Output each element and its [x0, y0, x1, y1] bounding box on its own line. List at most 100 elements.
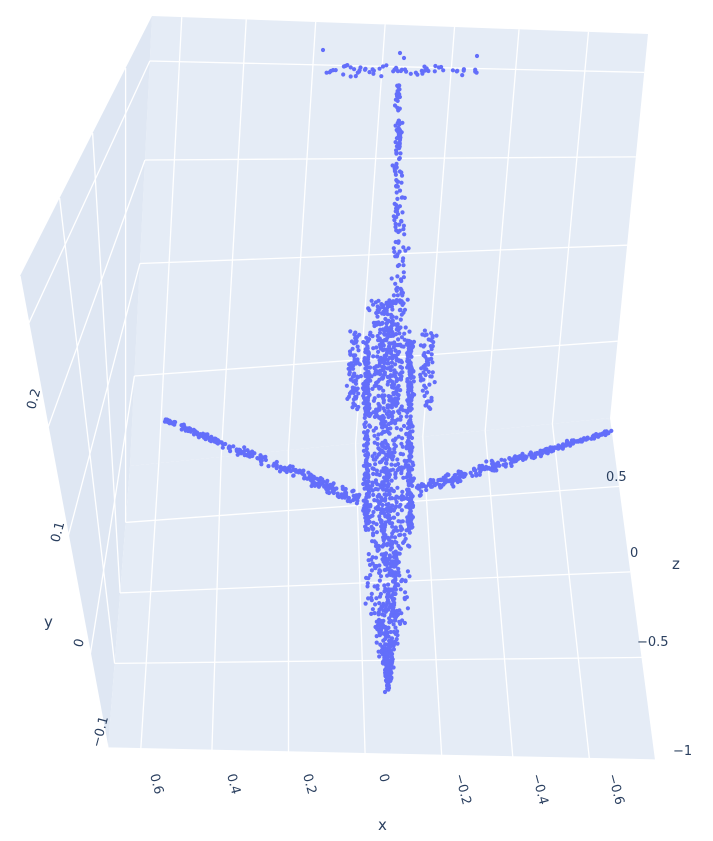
- data-point: [379, 648, 384, 653]
- data-point: [311, 476, 316, 481]
- data-point: [385, 509, 390, 514]
- data-point: [379, 520, 384, 525]
- data-point: [397, 106, 402, 111]
- data-point: [400, 452, 406, 457]
- data-point: [395, 98, 400, 103]
- data-point: [463, 472, 468, 477]
- data-point: [373, 478, 378, 483]
- x-tick-label: 0.2: [299, 772, 319, 796]
- data-point: [396, 325, 401, 330]
- data-point: [369, 611, 374, 617]
- data-point: [373, 624, 378, 630]
- data-point: [389, 455, 394, 460]
- data-point: [179, 427, 184, 432]
- data-point: [374, 364, 379, 369]
- data-point: [406, 483, 411, 488]
- data-point: [402, 597, 407, 602]
- data-point: [394, 136, 399, 141]
- data-point: [344, 493, 349, 498]
- data-point: [409, 375, 414, 381]
- data-point: [259, 462, 264, 467]
- data-point: [399, 219, 404, 224]
- data-point: [370, 480, 375, 485]
- data-point: [278, 465, 283, 470]
- data-point: [379, 449, 384, 454]
- x-axis-ticks: 0.6 0.4 0.2 0 −0.2 −0.4 −0.6: [146, 772, 627, 806]
- floor-xz: [108, 418, 655, 760]
- data-point: [363, 66, 368, 71]
- data-point: [350, 489, 355, 494]
- data-point: [186, 428, 191, 434]
- data-point: [391, 293, 396, 298]
- data-point: [390, 318, 395, 323]
- data-point: [348, 74, 353, 79]
- data-point: [385, 669, 390, 674]
- data-point: [379, 485, 384, 490]
- data-point: [356, 348, 361, 353]
- data-point: [381, 372, 386, 378]
- data-point: [220, 445, 225, 450]
- data-point: [590, 435, 596, 440]
- data-point: [383, 522, 388, 528]
- data-point: [399, 335, 404, 340]
- data-point: [458, 478, 463, 484]
- data-point: [377, 369, 382, 374]
- data-point: [356, 391, 361, 396]
- back-wall-gridline-x: [287, 21, 317, 451]
- data-point: [405, 444, 410, 450]
- data-point: [383, 636, 388, 642]
- data-point: [432, 380, 437, 385]
- data-point: [368, 573, 373, 578]
- data-point: [400, 370, 405, 375]
- data-point: [393, 172, 398, 177]
- x-tick-label: 0.4: [223, 772, 243, 796]
- data-point: [515, 455, 520, 460]
- data-point: [364, 410, 369, 415]
- data-point: [382, 311, 387, 316]
- data-point: [478, 469, 483, 475]
- data-point: [403, 590, 408, 595]
- data-point: [312, 483, 318, 488]
- data-point: [388, 373, 393, 378]
- data-point: [419, 489, 424, 494]
- data-point: [353, 353, 358, 358]
- data-point: [400, 258, 405, 264]
- data-point: [561, 444, 566, 449]
- data-point: [223, 441, 228, 447]
- data-point: [364, 465, 369, 470]
- data-point: [394, 287, 399, 292]
- data-point: [393, 348, 398, 353]
- data-point: [407, 329, 412, 334]
- data-point: [399, 291, 404, 296]
- data-point: [355, 386, 360, 391]
- data-point: [385, 442, 390, 448]
- data-point: [401, 275, 406, 280]
- data-point: [384, 560, 389, 565]
- data-point: [371, 533, 376, 538]
- data-point: [473, 468, 478, 473]
- data-point: [347, 370, 352, 375]
- data-point: [348, 65, 353, 70]
- data-point: [401, 227, 406, 232]
- data-point: [380, 480, 385, 485]
- data-point: [384, 651, 390, 656]
- data-point: [364, 430, 369, 435]
- data-point: [365, 349, 370, 354]
- data-point: [410, 424, 415, 429]
- data-point: [368, 378, 373, 383]
- data-point: [366, 576, 371, 581]
- data-point: [385, 312, 390, 317]
- data-point: [502, 458, 507, 463]
- data-point: [162, 419, 168, 424]
- data-point: [398, 151, 403, 156]
- z-tick-label: 0: [630, 546, 638, 561]
- data-point: [378, 495, 384, 500]
- data-point: [376, 298, 381, 303]
- data-point: [371, 71, 376, 76]
- data-point: [205, 432, 210, 437]
- data-point: [428, 481, 433, 486]
- data-point: [386, 430, 391, 435]
- data-point: [393, 421, 398, 426]
- data-point: [383, 606, 389, 611]
